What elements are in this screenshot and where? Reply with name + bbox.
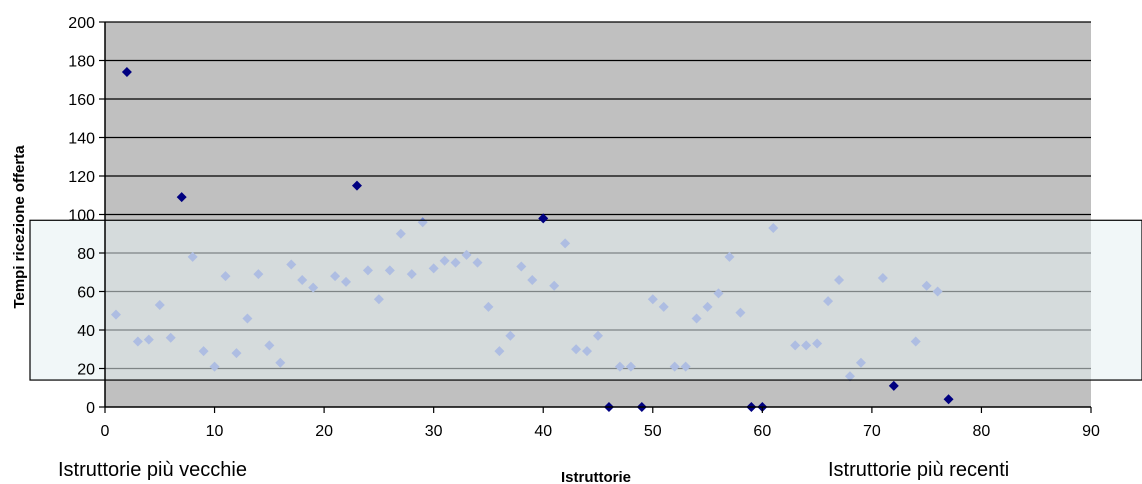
highlight-band [29, 219, 1142, 381]
data-point [538, 213, 549, 224]
annotation-oldest: Istruttorie più vecchie [58, 459, 247, 481]
x-tick-label: 30 [425, 423, 443, 440]
y-tick-labels: 0 20 40 60 80 100 120 140 160 180 200 [68, 15, 95, 417]
x-axis-label: Istruttorie [561, 469, 631, 484]
y-tick-label: 80 [77, 246, 95, 263]
x-tick-label: 10 [206, 423, 224, 440]
axes [99, 21, 1092, 413]
x-tick-label: 70 [863, 423, 881, 440]
data-point [943, 394, 954, 405]
x-tick-labels: 0 10 20 30 40 50 60 70 80 90 [101, 423, 1100, 440]
y-tick-label: 0 [86, 400, 95, 417]
y-tick-label: 180 [68, 54, 95, 71]
y-tick-label: 20 [77, 362, 95, 379]
y-tick-label: 40 [77, 323, 95, 340]
y-tick-label: 100 [68, 208, 95, 225]
x-tick-label: 0 [101, 423, 110, 440]
data-point [176, 192, 187, 203]
y-tick-label: 160 [68, 92, 95, 109]
y-tick-label: 200 [68, 15, 95, 32]
annotation-newest: Istruttorie più recenti [828, 459, 1009, 481]
y-axis-label: Tempi ricezione offerta [11, 145, 28, 309]
x-tick-label: 20 [315, 423, 333, 440]
y-tick-label: 140 [68, 131, 95, 148]
data-point [121, 67, 132, 78]
data-point [351, 180, 362, 191]
x-tick-label: 90 [1082, 423, 1100, 440]
data-point [888, 380, 899, 391]
y-tick-label: 60 [77, 285, 95, 302]
x-tick-label: 60 [753, 423, 771, 440]
x-tick-label: 40 [534, 423, 552, 440]
x-tick-label: 50 [644, 423, 662, 440]
x-tick-label: 80 [973, 423, 991, 440]
y-tick-label: 120 [68, 169, 95, 186]
